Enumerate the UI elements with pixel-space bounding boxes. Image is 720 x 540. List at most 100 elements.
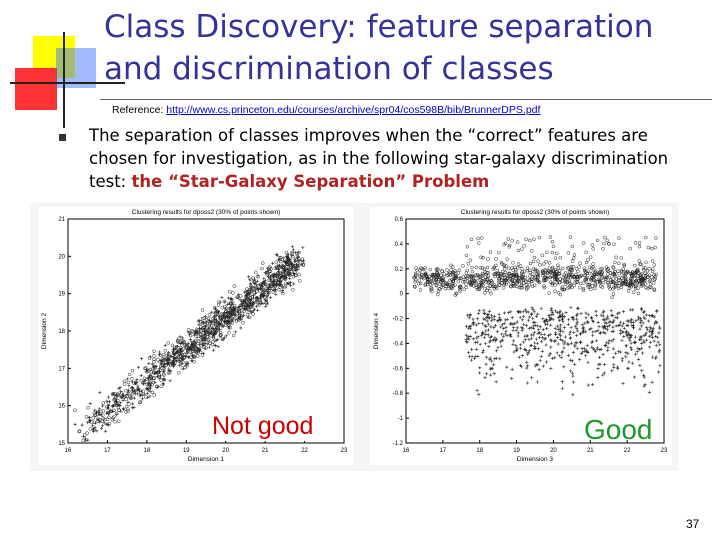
data-point bbox=[644, 260, 648, 265]
data-point bbox=[573, 344, 577, 348]
data-point bbox=[128, 395, 132, 399]
y-tick-label: -0.2 bbox=[393, 317, 404, 323]
data-point bbox=[620, 330, 625, 334]
data-point bbox=[611, 347, 616, 351]
data-point bbox=[633, 271, 637, 275]
data-point bbox=[650, 329, 654, 334]
data-point bbox=[637, 241, 642, 245]
data-point bbox=[98, 418, 102, 422]
data-point bbox=[535, 272, 539, 276]
data-point bbox=[468, 274, 473, 279]
data-point bbox=[483, 291, 487, 295]
data-point bbox=[293, 250, 297, 255]
data-point bbox=[192, 359, 196, 364]
data-point bbox=[98, 412, 102, 416]
data-point bbox=[107, 399, 112, 404]
data-point bbox=[492, 283, 496, 287]
data-point bbox=[642, 315, 646, 319]
data-point bbox=[242, 301, 246, 305]
data-point bbox=[519, 282, 524, 287]
data-point bbox=[532, 283, 537, 287]
data-point bbox=[645, 326, 649, 330]
data-point bbox=[293, 257, 297, 261]
data-point bbox=[464, 276, 469, 280]
data-point bbox=[167, 351, 171, 355]
data-point bbox=[176, 355, 180, 360]
data-point bbox=[491, 284, 496, 289]
data-point bbox=[216, 329, 220, 333]
data-point bbox=[551, 244, 556, 249]
data-point bbox=[483, 277, 488, 282]
data-point bbox=[518, 315, 522, 320]
data-point bbox=[204, 346, 208, 350]
data-point bbox=[522, 314, 526, 319]
data-point bbox=[294, 262, 299, 267]
data-point bbox=[620, 338, 624, 342]
data-point bbox=[510, 238, 514, 243]
data-point bbox=[609, 277, 613, 282]
plot-title: Clustering results for dposs2 (30% of po… bbox=[461, 209, 610, 216]
data-point bbox=[618, 328, 622, 332]
data-point bbox=[510, 316, 514, 320]
data-point bbox=[504, 264, 508, 268]
data-point bbox=[423, 283, 427, 287]
data-point bbox=[532, 310, 536, 314]
data-point bbox=[490, 366, 494, 371]
data-point bbox=[596, 320, 600, 325]
reference-link[interactable]: http://www.cs.princeton.edu/courses/arch… bbox=[166, 104, 541, 116]
data-point bbox=[470, 265, 474, 270]
data-point bbox=[170, 343, 175, 348]
data-point bbox=[427, 274, 431, 279]
data-point bbox=[271, 290, 276, 294]
data-point bbox=[536, 276, 540, 280]
data-point bbox=[446, 284, 451, 288]
data-point bbox=[464, 340, 469, 344]
data-point bbox=[629, 335, 633, 340]
data-point bbox=[484, 362, 488, 366]
data-point bbox=[640, 369, 644, 373]
data-point bbox=[185, 351, 189, 355]
data-point bbox=[229, 296, 233, 300]
data-point bbox=[152, 376, 156, 380]
data-point bbox=[603, 235, 607, 240]
data-point bbox=[477, 308, 481, 312]
data-point bbox=[543, 337, 547, 341]
data-point bbox=[284, 275, 288, 280]
data-point bbox=[234, 319, 239, 323]
data-point bbox=[530, 376, 534, 380]
data-point bbox=[211, 334, 216, 339]
y-tick-label: 20 bbox=[58, 254, 65, 260]
data-point bbox=[509, 321, 513, 325]
data-point bbox=[244, 290, 248, 294]
data-point bbox=[241, 320, 245, 325]
data-point bbox=[651, 281, 656, 285]
data-point bbox=[488, 250, 493, 255]
data-point bbox=[288, 276, 292, 280]
data-point bbox=[601, 314, 605, 318]
data-point bbox=[641, 321, 645, 325]
data-point bbox=[260, 261, 265, 265]
data-point bbox=[139, 357, 144, 361]
data-point bbox=[451, 279, 456, 283]
data-point bbox=[541, 277, 546, 282]
data-point bbox=[291, 264, 296, 268]
data-point bbox=[492, 326, 496, 330]
data-point bbox=[527, 349, 532, 353]
data-point bbox=[212, 311, 216, 315]
data-point bbox=[145, 391, 149, 396]
data-point bbox=[448, 278, 452, 283]
data-point bbox=[440, 278, 445, 282]
data-point bbox=[647, 390, 651, 394]
data-point bbox=[500, 338, 504, 342]
data-point bbox=[130, 386, 134, 390]
data-point bbox=[630, 347, 634, 352]
data-point bbox=[147, 382, 152, 387]
data-point bbox=[436, 289, 441, 294]
x-tick-label: 20 bbox=[550, 448, 557, 454]
data-point bbox=[488, 357, 492, 362]
data-point bbox=[232, 284, 237, 288]
data-point bbox=[569, 264, 574, 269]
data-point bbox=[617, 311, 621, 315]
data-point bbox=[652, 339, 656, 343]
data-point bbox=[536, 363, 540, 367]
